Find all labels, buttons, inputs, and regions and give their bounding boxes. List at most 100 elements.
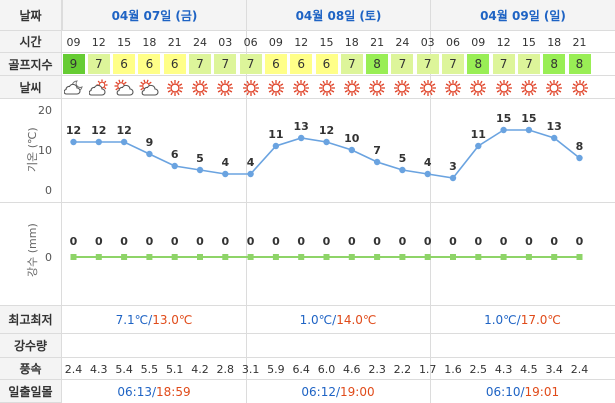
wind-speed: 5.4 [115,362,133,376]
min-temp: 1.0℃ [484,313,517,327]
hour-label: 06 [446,35,460,49]
wind-speed: 5.5 [140,362,159,376]
temperature-point [272,142,280,150]
y-tick-label: 0 [45,184,52,197]
golf-index-value: 7 [517,54,540,74]
temperature-label: 8 [576,140,584,153]
y-tick-label: 10 [38,144,52,157]
wind-speed: 2.2 [393,362,412,376]
precipitation-label: 0 [373,235,381,248]
temperature-label: 7 [373,144,381,157]
sun-icon [341,78,363,98]
precipitation-chart: 0 0 0 0 0 0 0 0 0 0 0 0 0 0 0 0 0 0 0 0 0 0 [45,235,584,264]
precipitation-label: 0 [525,235,533,248]
day-header-2: 04월 08일 (토) [246,0,430,31]
day-header-3: 04월 09일 (일) [430,0,615,31]
sunrise-time: 06:13 [117,384,152,399]
temperature-label: 15 [496,112,511,125]
temperature-label: 4 [247,156,255,169]
golf-index-value: 8 [366,54,389,74]
hour-label: 03 [420,35,435,49]
temperature-label: 5 [196,152,204,165]
precipitation-label: 0 [449,235,457,248]
time-row [62,31,615,53]
wind-speed: 2.3 [368,362,386,376]
temperature-label: 4 [424,156,432,169]
temperature-chart: 0 10 20 12 12 12 9 6 5 4 4 11 13 12 10 7 5 4 3 11 15 15 13 8 [38,104,584,197]
precipitation-label: 0 [120,235,128,248]
precipitation-point [551,254,558,260]
temperature-label: 12 [91,124,106,137]
sun-icon [240,78,262,98]
precipitation-point [272,254,279,260]
temperature-point [348,146,355,154]
golf-index-value: 6 [264,54,287,74]
golf-index-value: 9 [62,54,85,74]
temp-axis-cell [0,99,62,203]
precipitation-point [222,254,229,260]
golf-index-value: 7 [87,54,110,74]
wind-speed: 4.2 [191,362,209,376]
hour-label: 18 [142,35,157,49]
day-divider [246,0,247,403]
hour-label: 12 [91,35,106,49]
temperature-label: 6 [171,148,179,161]
cloud-moon-icon [63,78,85,98]
temperature-point [146,150,153,158]
sun-icon [290,78,312,98]
day-header-1: 04월 07일 (금) [62,0,246,31]
sun-icon [467,78,489,98]
sunrise-time: 06:10 [485,384,521,399]
wind-speed: 1.6 [444,362,462,376]
hour-label: 24 [395,35,410,49]
precipitation-label: 0 [146,235,154,248]
golf-index-value: 6 [315,54,338,74]
precipitation-label: 0 [474,235,482,248]
hour-label: 09 [471,35,486,49]
sun-icon [366,78,388,98]
golf-index-value: 7 [189,54,211,74]
min-temp: 7.1℃ [115,313,149,327]
temperature-label: 11 [268,128,283,141]
temperature-point [323,138,330,146]
golf-index-value: 6 [113,54,136,74]
precipitation-point [450,254,456,260]
precipitation-point [475,254,482,260]
precipitation-label: 0 [348,235,356,248]
sun-icon [391,78,413,98]
precipitation-label: 0 [70,235,78,248]
precipitation-point [95,254,102,260]
sun-icon [569,78,591,98]
precipitation-label: 0 [196,235,204,248]
temperature-point [373,158,381,166]
wind-speed: 5.1 [165,362,184,376]
sun-icon [189,78,211,98]
temperature-point [424,170,431,178]
sun-icon [493,78,515,98]
golf-index-value: 8 [543,54,566,74]
golf-index-value: 7 [214,54,237,74]
row-label-golf-index: 골프지수 [0,53,62,76]
sun-cloud-icon [113,78,135,98]
wind-speed: 2.4 [570,362,589,376]
wind-speed: 3.4 [545,362,563,376]
temperature-point [551,134,558,142]
sun-icon [214,78,236,98]
precipitation-label: 0 [399,235,407,248]
temperature-label: 13 [294,120,309,133]
temperature-point [298,134,305,142]
row-label-sun: 일출일몰 [0,380,62,403]
sunset-time: 18:59 [156,384,191,399]
temperature-point [500,126,507,134]
sun-icon [164,78,186,98]
row-label-minmax: 최고최저 [0,306,62,334]
precipitation-point [298,254,305,260]
temperature-point [399,166,406,174]
sun-day-1: 06:13/18:59 [117,384,191,399]
hour-label: 21 [167,35,182,49]
wind-speed: 6.4 [292,362,310,376]
temperature-point [475,142,482,150]
wind-speed: 3.1 [241,362,260,376]
golf-index-value: 6 [290,54,313,74]
precipitation-point [70,254,77,260]
